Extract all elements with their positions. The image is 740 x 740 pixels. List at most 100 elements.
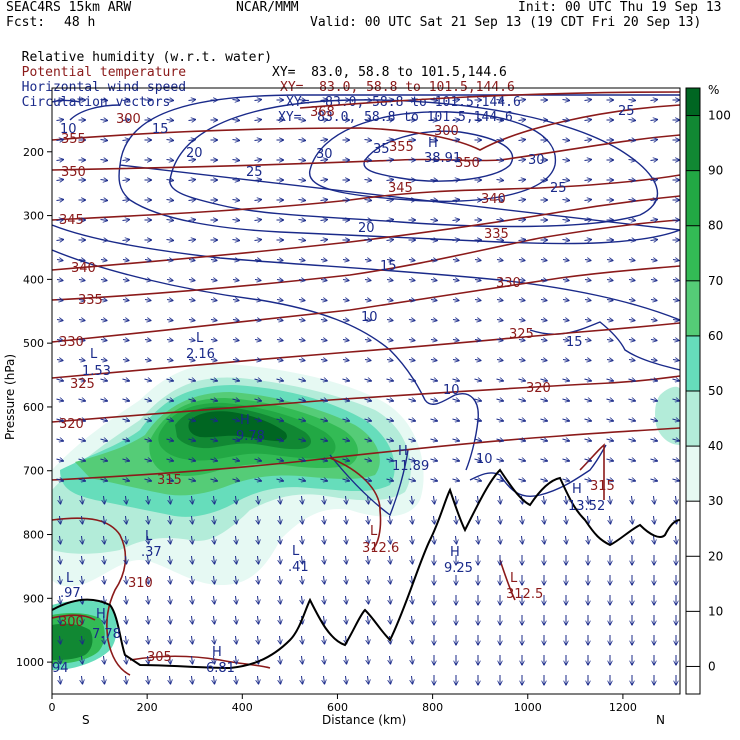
circulation-vector	[474, 439, 482, 441]
circulation-vector	[100, 180, 108, 181]
circulation-vector	[258, 535, 259, 544]
circulation-vector	[452, 120, 460, 121]
circulation-vector	[144, 439, 152, 441]
circulation-vector	[276, 280, 283, 281]
circulation-vector	[236, 555, 237, 564]
wind-label: 25	[246, 165, 263, 180]
y-tick-label: 600	[23, 401, 44, 414]
circulation-vector	[650, 439, 658, 441]
theta-label: 355	[389, 140, 414, 155]
circulation-vector	[540, 300, 547, 301]
theta-label: 310	[128, 576, 153, 591]
circulation-vector	[56, 300, 63, 301]
circulation-vector	[364, 260, 371, 261]
circulation-vector	[368, 655, 369, 664]
circulation-vector	[386, 280, 393, 281]
circulation-vector	[364, 100, 372, 101]
circulation-vector	[258, 515, 259, 524]
circulation-vector	[148, 615, 149, 624]
circulation-vector	[386, 220, 394, 221]
circulation-vector	[100, 399, 108, 401]
circulation-vector	[562, 459, 570, 461]
circulation-vector	[650, 379, 658, 381]
circulation-vector	[518, 200, 526, 201]
circulation-vector	[518, 360, 525, 361]
y-axis: 200 300 400 500 600 700 800 900 1000	[16, 146, 52, 669]
circulation-vector	[148, 575, 149, 584]
circulation-vector	[628, 100, 636, 101]
circulation-vector	[364, 479, 372, 481]
circulation-vector	[346, 615, 347, 624]
circulation-vector	[364, 160, 372, 161]
y-tick-label: 900	[23, 592, 44, 605]
circulation-vector	[232, 240, 240, 241]
circulation-vector	[232, 439, 240, 441]
circulation-vector	[236, 575, 237, 584]
y-tick-label: 300	[23, 210, 44, 223]
circulation-vector	[170, 575, 171, 584]
circulation-vector	[672, 479, 680, 481]
circulation-vector	[544, 495, 545, 504]
circulation-vector	[100, 439, 108, 441]
circulation-vector	[166, 459, 174, 461]
circulation-vector	[122, 340, 129, 341]
circulation-vector	[214, 515, 215, 524]
circulation-vector	[210, 419, 218, 421]
circulation-vector	[518, 180, 526, 181]
circulation-vector	[258, 595, 259, 604]
circulation-vector	[430, 300, 437, 301]
circulation-vector	[386, 200, 394, 201]
circulation-vector	[606, 479, 614, 481]
circulation-vector	[430, 160, 438, 161]
circulation-vector	[562, 100, 570, 101]
extremum-marker: H	[572, 482, 582, 497]
circulation-vector	[188, 140, 196, 141]
circulation-vector	[412, 675, 413, 684]
circulation-vector	[166, 120, 174, 121]
circulation-vector	[408, 280, 415, 281]
circulation-vector	[650, 240, 658, 241]
circulation-vector	[346, 495, 347, 504]
circulation-vector	[298, 100, 306, 101]
circulation-vector	[254, 160, 262, 161]
circulation-vector	[324, 615, 325, 624]
wind-contour-15	[52, 104, 680, 321]
circulation-vector	[104, 535, 105, 544]
circulation-vector	[188, 419, 196, 421]
circulation-vector	[452, 439, 460, 441]
circulation-vector	[430, 340, 437, 341]
extremum-value: 9.25	[444, 561, 473, 576]
circulation-vector	[56, 100, 64, 101]
extremum-value: .97	[60, 586, 81, 601]
circulation-vector	[342, 379, 350, 381]
circulation-vector	[588, 495, 589, 504]
circulation-vector	[258, 575, 259, 584]
theta-label: 340	[481, 192, 506, 207]
circulation-vector	[210, 459, 218, 461]
extremum-value: 11.89	[392, 459, 429, 474]
circulation-vector	[144, 479, 152, 481]
circulation-vector	[386, 419, 394, 421]
circulation-vector	[408, 459, 416, 461]
circulation-vector	[188, 180, 196, 181]
extremum-marker: L	[90, 347, 98, 362]
circulation-vector	[188, 100, 196, 101]
circulation-vector	[544, 535, 545, 544]
circulation-vector	[452, 280, 459, 281]
circulation-vector	[144, 320, 151, 321]
circulation-vector	[60, 515, 61, 524]
circulation-vector	[188, 260, 195, 261]
circulation-vector	[254, 479, 262, 481]
wind-label: 25	[550, 181, 567, 196]
circulation-vector	[386, 320, 393, 321]
circulation-vector	[518, 120, 526, 121]
circulation-vector	[650, 160, 658, 161]
circulation-vector	[386, 100, 394, 101]
circulation-vector	[320, 399, 328, 401]
circulation-vector	[676, 495, 677, 504]
circulation-vector	[606, 459, 614, 461]
x-tick-label: 1200	[609, 701, 637, 714]
theta-label: 325	[70, 377, 95, 392]
circulation-vector	[584, 379, 592, 381]
theta-label: 300	[116, 112, 141, 127]
